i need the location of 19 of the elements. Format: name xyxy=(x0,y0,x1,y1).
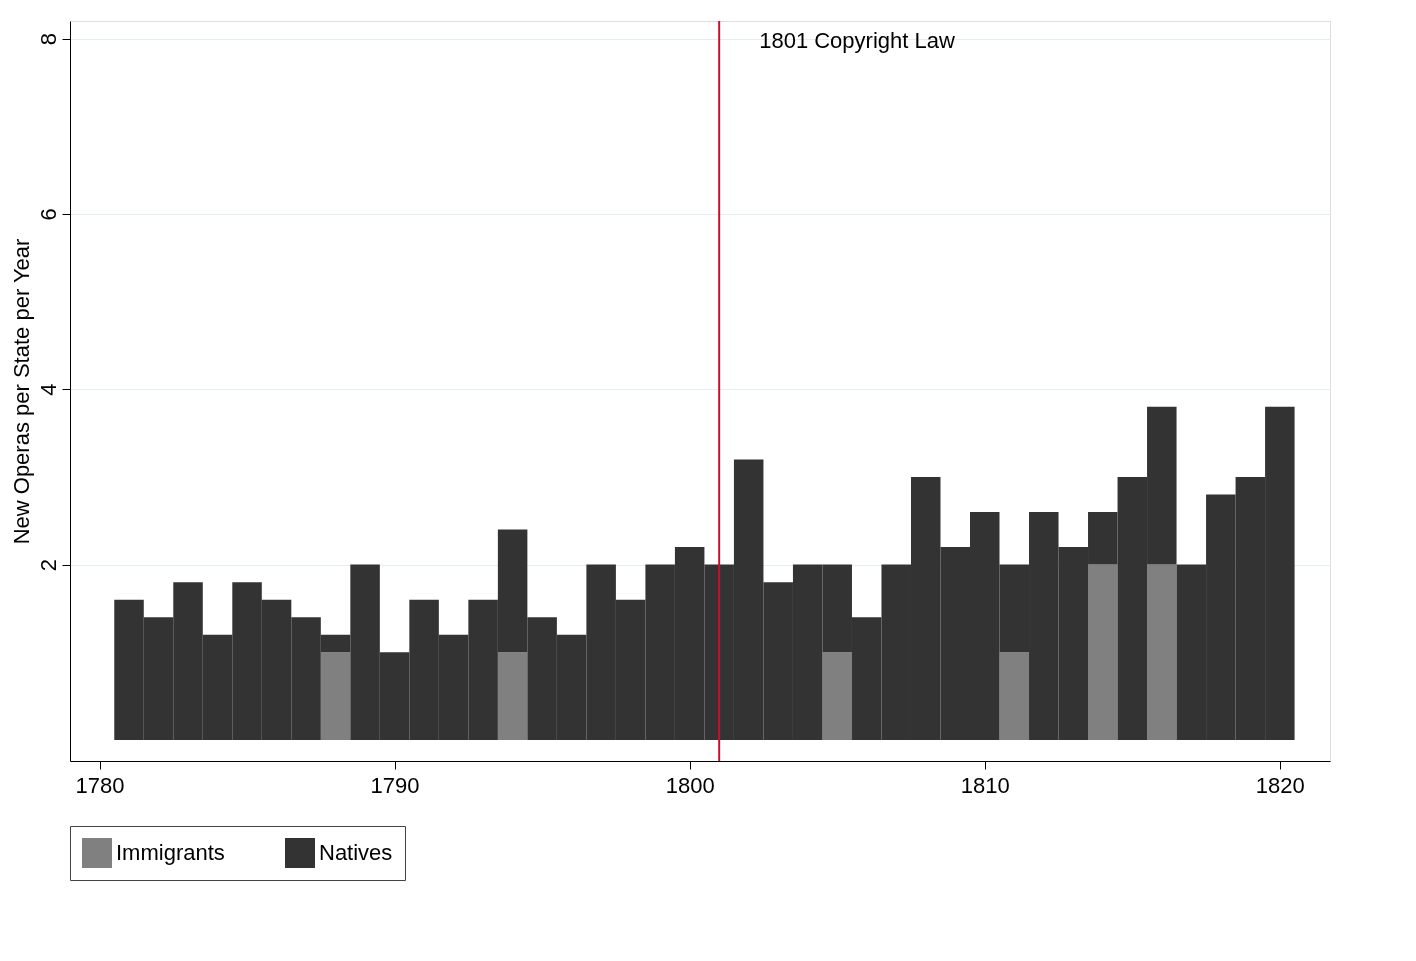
x-tick-label: 1790 xyxy=(370,772,420,798)
ref-line-label: 1801 Copyright Law xyxy=(759,28,955,53)
x-tick-label: 1800 xyxy=(665,772,715,798)
y-tick-label: 2 xyxy=(35,558,61,572)
bar xyxy=(320,652,351,740)
bar xyxy=(999,652,1030,740)
y-tick-label: 4 xyxy=(35,383,61,396)
y-axis-title: New Operas per State per Year xyxy=(8,238,34,545)
bar xyxy=(1147,564,1177,740)
y-tick-label: 8 xyxy=(35,32,61,46)
legend-label: Immigrants xyxy=(116,840,225,865)
bar xyxy=(1088,564,1118,740)
y-tick-label: 6 xyxy=(35,208,61,221)
x-tick-label: 1780 xyxy=(75,772,125,798)
legend-label: Natives xyxy=(319,840,393,865)
x-tick-label: 1820 xyxy=(1255,772,1305,798)
x-tick-label: 1810 xyxy=(960,772,1010,798)
bar xyxy=(497,652,528,740)
bar xyxy=(822,652,852,740)
